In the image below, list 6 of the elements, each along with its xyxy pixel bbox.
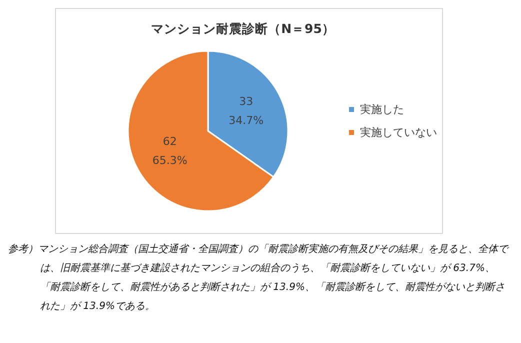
legend-label: 実施していない [360,126,437,139]
legend-label: 実施した [360,103,404,116]
data-label: 62 65.3% [152,134,188,167]
text: 参考）マンション総合調査（国土交通省・全国調査）の「耐震診断実施の有無及びその結果」を見ると、全体では、旧耐震基準に基づき建設されたマンションの組合のうち、「耐震診断をしていない」が 63.7%、「耐震診断をして、耐震性があると判断された」が 13.9%、「耐震診断をして、耐震性がないと判断された」が 13.9%である。 [8,242,510,314]
data-label: 33 34.7% [228,95,264,128]
chart-title: マンション耐震診断（N＝95） [151,21,335,36]
